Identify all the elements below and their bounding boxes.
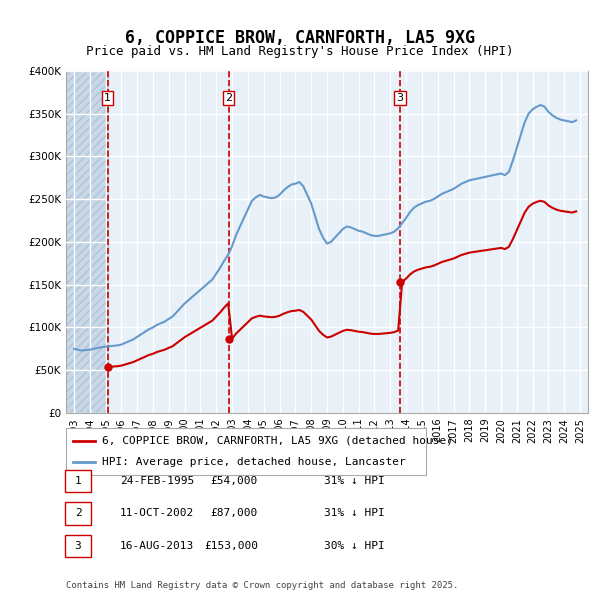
- Text: 1: 1: [104, 93, 111, 103]
- Text: 2: 2: [225, 93, 232, 103]
- Text: HPI: Average price, detached house, Lancaster: HPI: Average price, detached house, Lanc…: [102, 457, 406, 467]
- Text: Price paid vs. HM Land Registry's House Price Index (HPI): Price paid vs. HM Land Registry's House …: [86, 45, 514, 58]
- Bar: [66, 71, 108, 413]
- Text: 6, COPPICE BROW, CARNFORTH, LA5 9XG: 6, COPPICE BROW, CARNFORTH, LA5 9XG: [125, 30, 475, 47]
- Text: 31% ↓ HPI: 31% ↓ HPI: [324, 509, 385, 518]
- Text: £54,000: £54,000: [211, 476, 258, 486]
- Text: 24-FEB-1995: 24-FEB-1995: [120, 476, 194, 486]
- Text: 1: 1: [74, 476, 82, 486]
- Text: 6, COPPICE BROW, CARNFORTH, LA5 9XG (detached house): 6, COPPICE BROW, CARNFORTH, LA5 9XG (det…: [102, 436, 453, 446]
- Text: 2: 2: [74, 509, 82, 518]
- Text: 3: 3: [397, 93, 404, 103]
- Text: Contains HM Land Registry data © Crown copyright and database right 2025.
This d: Contains HM Land Registry data © Crown c…: [66, 581, 458, 590]
- Text: 11-OCT-2002: 11-OCT-2002: [120, 509, 194, 518]
- Bar: [66, 71, 108, 413]
- Text: 3: 3: [74, 541, 82, 550]
- Text: £153,000: £153,000: [204, 541, 258, 550]
- Text: 30% ↓ HPI: 30% ↓ HPI: [324, 541, 385, 550]
- Text: 16-AUG-2013: 16-AUG-2013: [120, 541, 194, 550]
- Text: 31% ↓ HPI: 31% ↓ HPI: [324, 476, 385, 486]
- Text: £87,000: £87,000: [211, 509, 258, 518]
